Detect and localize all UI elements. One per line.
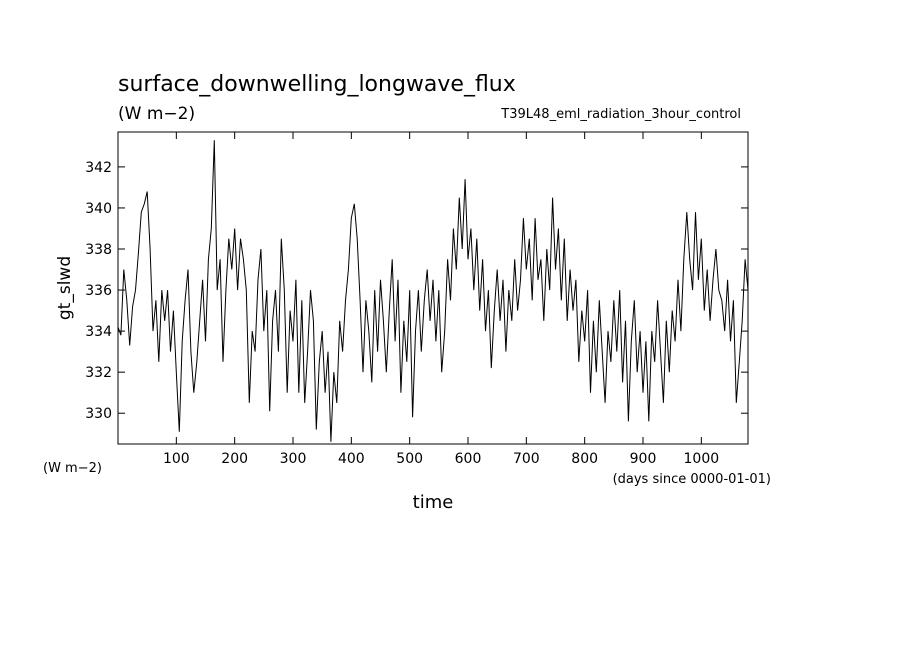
y-tick-label: 338 — [85, 242, 112, 258]
x-tick-label: 700 — [513, 451, 540, 467]
y-tick-label: 330 — [85, 406, 112, 422]
y-tick-label: 342 — [85, 160, 112, 176]
y-tick-label: 336 — [85, 283, 112, 299]
x-tick-label: 200 — [221, 451, 248, 467]
y-axis-units: (W m−2) — [43, 461, 102, 476]
x-tick-label: 900 — [630, 451, 657, 467]
x-axis-units: (days since 0000-01-01) — [613, 472, 771, 487]
chart-units: (W m−2) — [118, 104, 195, 124]
x-axis: 100 200 300 400 500 600 700 800 900 1000 — [163, 132, 719, 467]
y-tick-label: 332 — [85, 365, 112, 381]
x-tick-label: 1000 — [684, 451, 720, 467]
y-axis: 330 332 334 336 338 340 342 — [85, 160, 748, 422]
x-tick-label: 100 — [163, 451, 190, 467]
x-tick-label: 400 — [338, 451, 365, 467]
chart-title: surface_downwelling_longwave_flux — [118, 72, 516, 97]
x-tick-label: 600 — [455, 451, 482, 467]
x-tick-label: 300 — [280, 451, 307, 467]
x-tick-label: 800 — [571, 451, 598, 467]
experiment-label: T39L48_eml_radiation_3hour_control — [500, 107, 741, 122]
series-line — [117, 140, 749, 442]
y-axis-label: gt_slwd — [55, 256, 75, 320]
y-tick-label: 340 — [85, 201, 112, 217]
x-tick-label: 500 — [396, 451, 423, 467]
x-axis-label: time — [413, 492, 454, 513]
y-tick-label: 334 — [85, 324, 112, 340]
